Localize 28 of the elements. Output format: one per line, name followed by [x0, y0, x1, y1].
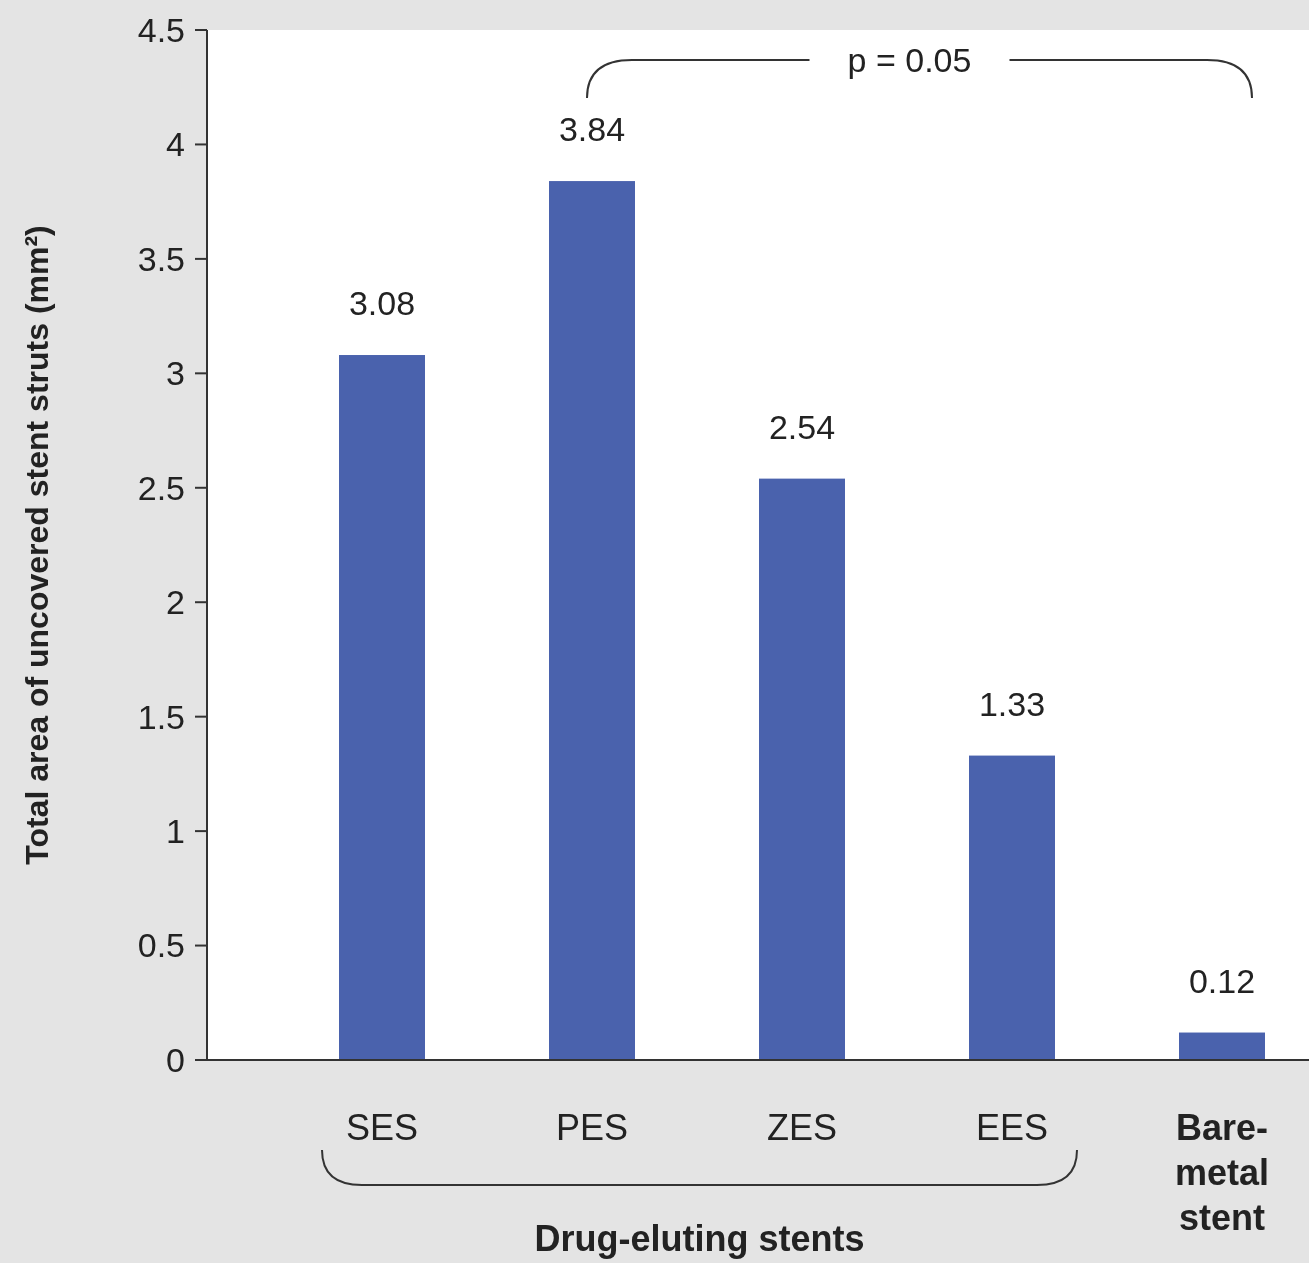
bar — [549, 181, 635, 1060]
x-tick-label: Bare-metal stent — [1174, 1107, 1270, 1238]
data-label: 1.33 — [978, 684, 1046, 723]
bar — [759, 478, 845, 1060]
y-tick-label: 3 — [166, 354, 185, 393]
y-tick-label: 0 — [166, 1040, 185, 1079]
data-label: 2.54 — [768, 407, 836, 446]
y-tick-label: 4.5 — [137, 10, 185, 49]
y-tick-label: 3.5 — [137, 239, 185, 278]
x-tick-label: PES — [555, 1107, 629, 1148]
y-tick-label: 1.5 — [137, 697, 185, 736]
bar — [1179, 1032, 1265, 1060]
y-tick-label: 2.5 — [137, 468, 185, 507]
y-tick-label: 2 — [166, 583, 185, 622]
x-tick-label: ZES — [766, 1107, 838, 1148]
y-tick-label: 4 — [166, 125, 185, 164]
data-label: 3.84 — [558, 110, 626, 149]
bar — [969, 755, 1055, 1060]
y-tick-label: 0.5 — [137, 926, 185, 965]
data-label: 0.12 — [1188, 961, 1256, 1000]
x-tick-label: EES — [975, 1107, 1049, 1148]
annotation: p = 0.05 — [847, 40, 972, 79]
data-label: 3.08 — [348, 284, 416, 323]
x-tick-label: SES — [345, 1107, 419, 1148]
y-axis-title: Total area of uncovered stent struts (mm²) — [19, 225, 55, 865]
bar — [339, 355, 425, 1060]
text: Drug-eluting stents — [534, 1217, 865, 1259]
y-tick-label: 1 — [166, 812, 185, 851]
